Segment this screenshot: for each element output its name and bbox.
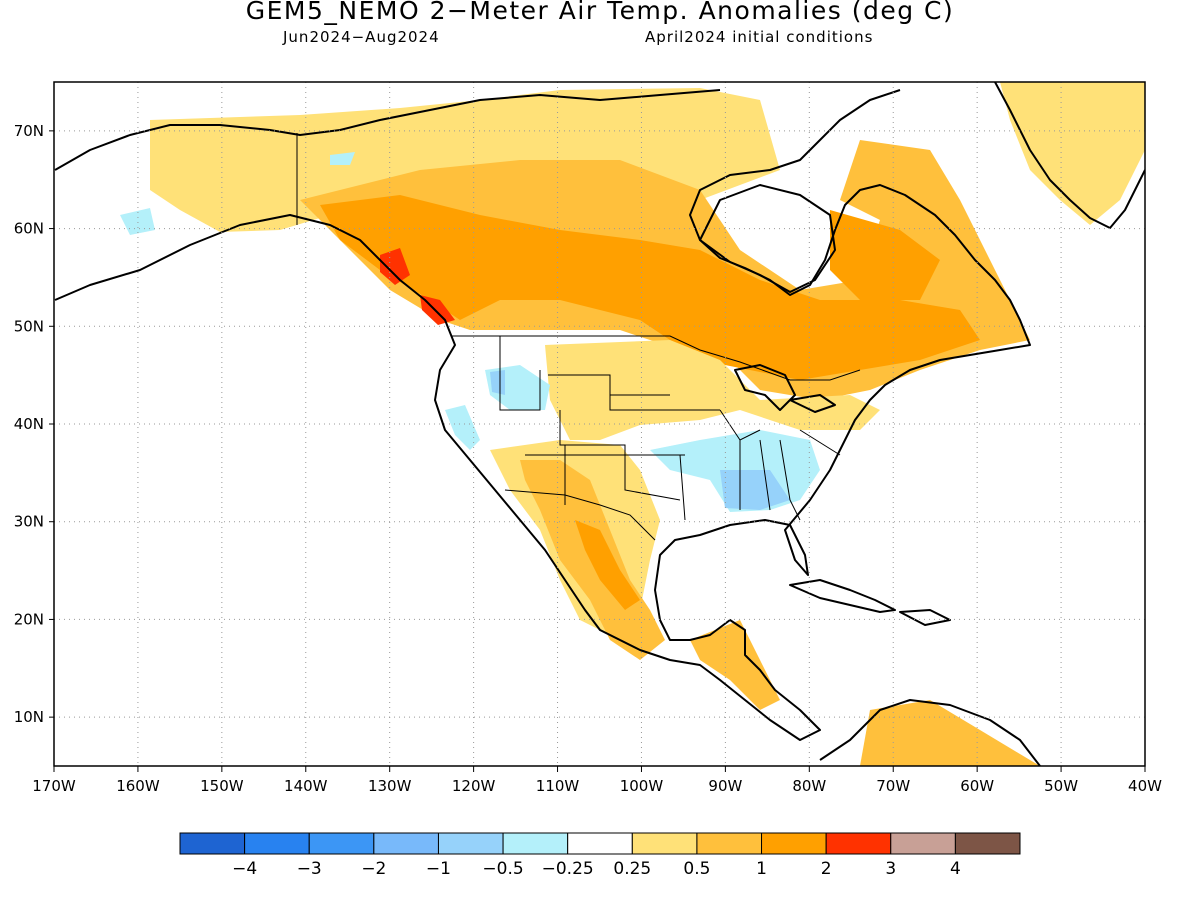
lon-label: 50W xyxy=(1044,777,1078,795)
colorbar-label: −1 xyxy=(426,859,451,879)
colorbar-label: −0.25 xyxy=(542,859,594,879)
lon-label: 90W xyxy=(708,777,742,795)
shade-northwest-cool-2 xyxy=(490,370,505,395)
colorbar-labels: −4 −3 −2 −1 −0.5 −0.25 0.25 0.5 1 2 3 4 xyxy=(232,859,961,879)
colorbar-label: 0.5 xyxy=(683,859,710,879)
colorbar-swatch xyxy=(308,832,375,855)
axis-ticks xyxy=(49,130,1146,772)
shade-southeast-cool-2 xyxy=(720,470,790,510)
hudson-bay xyxy=(699,184,836,293)
graticule xyxy=(54,82,1145,766)
colorbar-label: 1 xyxy=(756,859,767,879)
shade-centralamerica xyxy=(690,620,780,710)
initial-conditions-label: April2024 initial conditions xyxy=(645,28,874,46)
shade-california-cool xyxy=(445,405,480,450)
cuba xyxy=(789,579,896,613)
lon-label: 70W xyxy=(876,777,910,795)
shade-mexico-strong xyxy=(575,520,640,610)
lat-label: 10N xyxy=(14,708,44,726)
colorbar-label: −2 xyxy=(361,859,386,879)
map-title: GEM5_NEMO 2−Meter Air Temp. Anomalies (d… xyxy=(245,0,955,25)
lat-label: 50N xyxy=(14,317,44,335)
us-mexico-border xyxy=(504,489,656,541)
shade-plains-light xyxy=(545,340,880,440)
alaska-north-coast xyxy=(54,89,721,171)
greenland-coast xyxy=(994,82,1145,229)
lat-label: 60N xyxy=(14,220,44,238)
colorbar-label: −0.5 xyxy=(482,859,523,879)
lon-label: 100W xyxy=(620,777,664,795)
colorbar-swatch xyxy=(696,832,763,855)
lat-label: 40N xyxy=(14,415,44,433)
colorbar xyxy=(179,832,1021,855)
anomaly-shading xyxy=(120,82,1145,766)
colorbar-swatch xyxy=(890,832,956,855)
colorbar-swatch xyxy=(179,832,246,855)
colorbar-swatch xyxy=(954,832,1021,855)
latitude-labels: 10N 20N 30N 40N 50N 60N 70N xyxy=(14,122,44,726)
colorbar-swatch xyxy=(437,832,504,855)
colorbar-label: 3 xyxy=(885,859,896,879)
lon-label: 160W xyxy=(116,777,160,795)
lat-label: 20N xyxy=(14,610,44,628)
shade-east-strong xyxy=(830,210,940,300)
lon-label: 140W xyxy=(284,777,328,795)
shade-greenland xyxy=(1000,82,1145,225)
colorbar-label: 4 xyxy=(950,859,961,879)
longitude-labels: 170W 160W 150W 140W 130W 120W 110W 100W 90W 80W 70… xyxy=(32,777,1162,795)
lat-label: 70N xyxy=(14,122,44,140)
coastlines xyxy=(54,82,1145,766)
south-america-coast xyxy=(819,699,1041,766)
colorbar-swatch xyxy=(631,832,698,855)
season-label: Jun2024−Aug2024 xyxy=(283,28,440,46)
colorbar-swatch xyxy=(761,832,827,855)
shade-bc-hot xyxy=(380,248,455,325)
colorbar-swatch xyxy=(244,832,310,855)
lon-label: 60W xyxy=(960,777,994,795)
colorbar-swatch xyxy=(502,832,569,855)
lon-label: 150W xyxy=(200,777,244,795)
colorbar-label: 0.25 xyxy=(613,859,651,879)
lon-label: 80W xyxy=(792,777,826,795)
colorbar-swatch xyxy=(567,832,633,855)
map-body xyxy=(54,82,1145,766)
colorbar-swatch xyxy=(825,832,892,855)
lon-label: 170W xyxy=(32,777,76,795)
lon-label: 40W xyxy=(1128,777,1162,795)
lon-label: 110W xyxy=(536,777,580,795)
great-lakes xyxy=(734,364,836,413)
lon-label: 130W xyxy=(368,777,412,795)
lat-label: 30N xyxy=(14,513,44,531)
shade-alaska-cool xyxy=(120,152,355,235)
colorbar-label: −4 xyxy=(232,859,257,879)
shade-canada-strong xyxy=(320,195,980,380)
shade-southamerica xyxy=(860,700,1040,766)
colorbar-label: 2 xyxy=(821,859,832,879)
political-borders xyxy=(296,133,861,541)
north-america-coastline xyxy=(54,89,1031,741)
colorbar-swatch xyxy=(373,832,439,855)
hispaniola xyxy=(899,609,951,626)
us-canada-border xyxy=(452,335,861,381)
us-state-lines xyxy=(499,336,841,521)
lon-label: 120W xyxy=(452,777,496,795)
colorbar-label: −3 xyxy=(297,859,322,879)
